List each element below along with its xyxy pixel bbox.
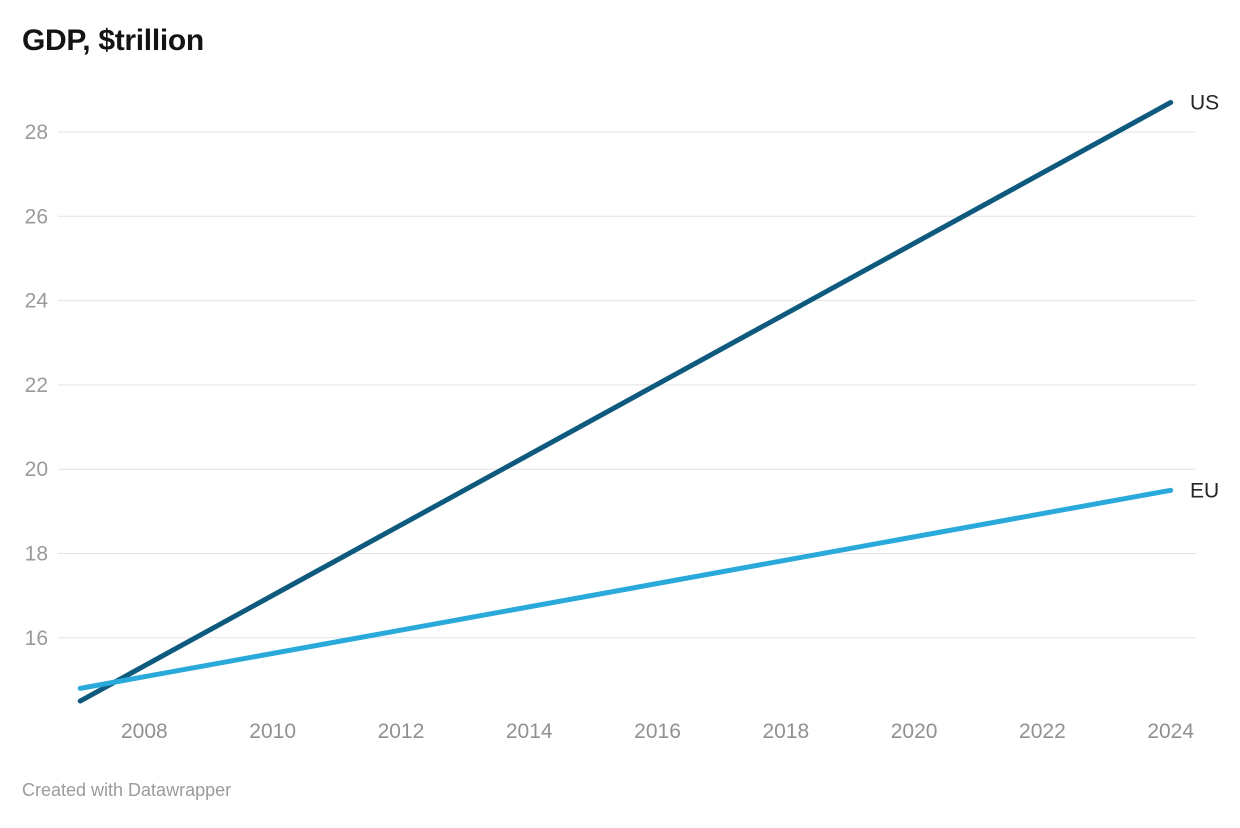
datawrapper-credit: Created with Datawrapper <box>22 780 232 800</box>
y-axis-tick-label: 16 <box>25 627 48 650</box>
x-axis-tick-label: 2020 <box>891 720 938 743</box>
x-axis-tick-label: 2008 <box>121 720 168 743</box>
y-axis-tick-label: 20 <box>25 458 48 481</box>
x-axis-tick-label: 2022 <box>1019 720 1066 743</box>
series-line-us <box>77 99 1174 704</box>
chart-title: GDP, $trillion <box>22 24 204 57</box>
x-axis-tick-label: 2014 <box>506 720 553 743</box>
y-axis-tick-label: 26 <box>25 205 48 228</box>
x-axis-tick-label: 2012 <box>378 720 425 743</box>
y-axis-tick-label: 22 <box>25 374 48 397</box>
y-axis-tick-label: 18 <box>25 543 48 566</box>
y-axis-tick-label: 24 <box>25 290 49 313</box>
series-label-us: US <box>1190 91 1219 114</box>
x-axis-tick-label: 2010 <box>249 720 296 743</box>
x-axis-tick-label: 2018 <box>762 720 809 743</box>
series-line-eu <box>77 487 1174 691</box>
x-axis-tick-label: 2024 <box>1147 720 1194 743</box>
x-axis-tick-label: 2016 <box>634 720 681 743</box>
series-label-eu: EU <box>1190 479 1219 502</box>
y-axis-tick-label: 28 <box>25 121 48 144</box>
